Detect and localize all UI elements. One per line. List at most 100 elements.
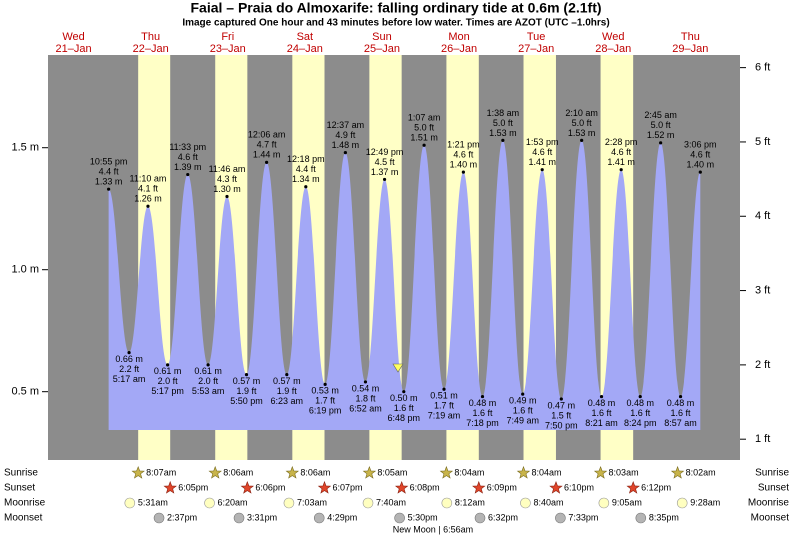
tide-extreme <box>559 397 563 401</box>
tide-label-ft: 1.7 ft <box>434 401 455 411</box>
tide-extreme <box>186 172 190 177</box>
row-time: 6:32pm <box>488 512 518 522</box>
tide-label-ft: 1.5 ft <box>551 410 572 420</box>
tide-label-ft: 5.0 ft <box>651 120 672 130</box>
chart-title: Faial – Praia do Almoxarife: falling ord… <box>190 0 601 16</box>
tide-label-ft: 5.0 ft <box>572 118 593 128</box>
row-icon <box>131 465 145 479</box>
tide-extreme <box>166 363 170 367</box>
tide-label-time: 2:10 am <box>565 108 598 118</box>
row-time: 8:04am <box>532 467 562 477</box>
row-time: 5:30pm <box>408 512 438 522</box>
row-time: 3:31pm <box>247 512 277 522</box>
day-weekday: Wed <box>62 31 84 43</box>
tide-label-ft: 1.9 ft <box>277 386 298 396</box>
tide-label-ft: 4.6 ft <box>532 147 553 157</box>
tide-label-ft: 1.6 ft <box>513 406 534 416</box>
row-label: Moonrise <box>4 498 46 509</box>
row-time: 8:35pm <box>649 512 679 522</box>
row-icon <box>598 497 610 509</box>
tide-label-time: 2:45 am <box>644 110 677 120</box>
y2-tick-label: 4 ft <box>755 210 770 222</box>
row-time: 8:04am <box>454 467 484 477</box>
tide-extreme <box>501 138 505 142</box>
tide-label-m: 0.50 m <box>390 393 418 403</box>
row-icon <box>441 497 453 509</box>
tide-extreme <box>285 373 289 377</box>
y2-tick-label: 1 ft <box>755 433 770 445</box>
row-icon <box>233 512 245 524</box>
day-weekday: Tue <box>527 31 546 43</box>
tide-extreme <box>638 394 642 399</box>
tide-label-ft: 4.3 ft <box>217 174 238 184</box>
tide-extreme <box>127 351 131 355</box>
tide-label-ft: 1.8 ft <box>355 393 376 403</box>
day-weekday: Thu <box>681 31 700 43</box>
row-time: 9:05am <box>612 497 642 507</box>
row-time: 8:02am <box>686 467 716 477</box>
tide-extreme <box>225 194 229 199</box>
day-weekday: Sat <box>297 31 314 43</box>
tide-extreme <box>599 394 604 399</box>
row-icon <box>555 512 566 524</box>
tide-label-ft: 5.0 ft <box>493 118 514 128</box>
row-icon <box>240 480 255 494</box>
tide-label-time: 7:50 pm <box>545 420 578 430</box>
tide-label-time: 2:28 pm <box>605 137 638 147</box>
tide-extreme <box>304 185 308 189</box>
tide-extreme <box>659 141 663 145</box>
row-icon <box>520 497 531 509</box>
tide-label-ft: 1.6 ft <box>630 408 651 418</box>
tide-label-time: 1:07 am <box>408 113 441 123</box>
tide-label-m: 1.53 m <box>568 128 596 138</box>
tide-label-ft: 4.7 ft <box>257 140 278 150</box>
tide-label-time: 8:21 am <box>585 418 618 428</box>
tide-label-time: 5:17 pm <box>151 386 184 396</box>
tide-label-m: 1.52 m <box>647 130 675 140</box>
row-time: 8:12am <box>455 497 485 507</box>
row-time: 6:12pm <box>641 482 671 492</box>
tide-label-ft: 1.7 ft <box>315 396 336 406</box>
tide-label-m: 0.51 m <box>430 391 458 401</box>
row-time: 8:06am <box>223 467 253 477</box>
tide-extreme <box>698 170 702 174</box>
row-icon <box>313 512 325 524</box>
tide-label-m: 0.54 m <box>352 383 380 393</box>
tide-label-time: 10:55 pm <box>90 157 128 167</box>
tide-label-m: 0.48 m <box>626 398 654 408</box>
tide-extreme <box>265 160 269 164</box>
row-time: 8:03am <box>609 467 639 477</box>
current-time-marker <box>392 363 404 373</box>
tide-extreme <box>678 394 683 399</box>
y2-tick-label: 5 ft <box>755 136 770 148</box>
tide-label-ft: 4.6 ft <box>690 149 711 159</box>
row-time: 6:08pm <box>410 482 440 492</box>
tide-extreme <box>540 168 544 172</box>
day-date: 28–Jan <box>595 43 631 55</box>
tide-label-time: 8:24 pm <box>624 418 657 428</box>
tide-label-m: 0.48 m <box>469 398 497 408</box>
y2-tick-label: 3 ft <box>755 284 770 296</box>
y-tick-label: 1.0 m <box>11 264 39 276</box>
tide-label-ft: 1.6 ft <box>671 408 692 418</box>
tide-label-ft: 4.4 ft <box>99 167 120 177</box>
y2-tick-label: 6 ft <box>755 62 770 74</box>
row-label: Moonrise <box>748 498 790 509</box>
row-time: 7:03am <box>297 497 327 507</box>
tide-label-ft: 4.5 ft <box>375 157 396 167</box>
tide-label-time: 11:46 am <box>209 164 246 174</box>
tide-label-m: 1.37 m <box>371 167 399 177</box>
tide-label-m: 1.53 m <box>489 128 517 138</box>
tide-label-ft: 4.6 ft <box>611 147 632 157</box>
tide-label-time: 5:53 am <box>192 386 225 396</box>
row-label: Moonset <box>751 513 790 524</box>
day-date: 27–Jan <box>518 43 554 55</box>
tide-label-time: 11:33 pm <box>169 142 206 152</box>
row-time: 8:07am <box>146 467 176 477</box>
row-time: 9:28am <box>690 497 720 507</box>
tide-label-m: 0.48 m <box>588 398 616 408</box>
tide-label-m: 1.39 m <box>174 162 202 172</box>
row-label: Sunrise <box>755 468 789 479</box>
tide-label-ft: 1.9 ft <box>236 386 257 396</box>
tide-extreme <box>107 187 111 191</box>
